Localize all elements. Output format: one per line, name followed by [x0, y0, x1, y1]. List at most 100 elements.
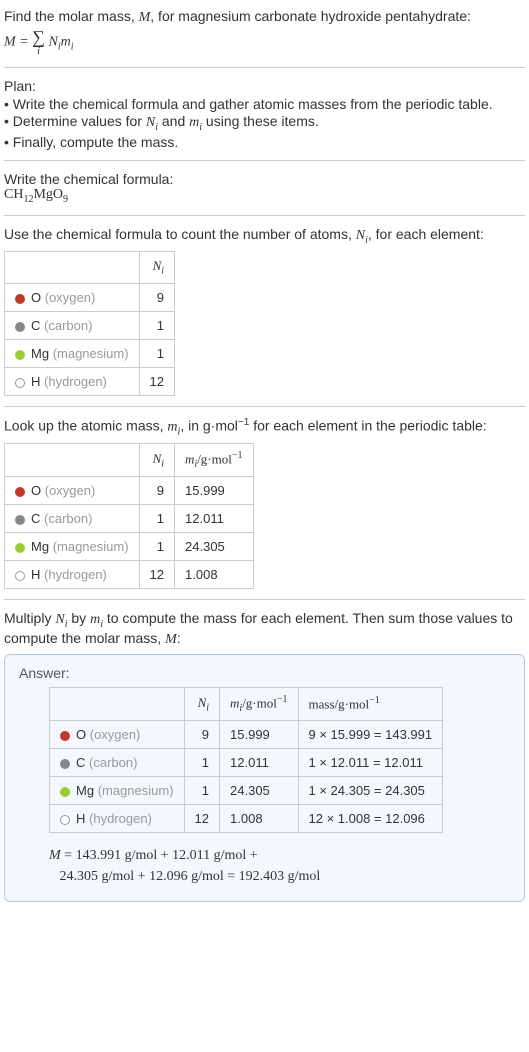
element-symbol: H [31, 567, 40, 582]
count-value: 9 [139, 477, 174, 505]
table-row: H (hydrogen)121.008 [5, 561, 254, 589]
count-value: 1 [139, 339, 174, 367]
table-header-row: Ni mi/g·mol−1 mass/g·mol−1 [50, 688, 443, 721]
element-name: (carbon) [89, 755, 137, 770]
header-mass: mass/g·mol−1 [298, 688, 443, 721]
intro-line: Find the molar mass, M, for magnesium ca… [4, 8, 525, 26]
element-dot-icon [15, 515, 25, 525]
chemical-formula: CH12MgO9 [4, 187, 525, 205]
mass-calc: 1 × 24.305 = 24.305 [298, 777, 443, 805]
mass-value: 24.305 [220, 777, 298, 805]
header-Ni: Ni [184, 688, 219, 721]
element-symbol: C [31, 318, 40, 333]
mass-value: 12.011 [175, 505, 253, 533]
final-line1: = 143.991 g/mol + 12.011 g/mol + [61, 848, 258, 863]
element-name: (carbon) [44, 318, 92, 333]
mass-value: 12.011 [220, 749, 298, 777]
count-value: 1 [184, 777, 219, 805]
element-cell: O (oxygen) [5, 283, 140, 311]
plan-item: • Determine values for Ni and mi using t… [4, 113, 525, 133]
intro-text: Find the molar mass, [4, 8, 139, 24]
element-dot-icon [15, 571, 25, 581]
element-dot-icon [60, 815, 70, 825]
element-cell: Mg (magnesium) [5, 339, 140, 367]
count-value: 1 [139, 533, 174, 561]
element-dot-icon [15, 350, 25, 360]
table-header-row: Ni [5, 252, 175, 284]
table-row: O (oxygen)915.999 [5, 477, 254, 505]
lookup-text: Look up the atomic mass, mi, in g·mol−1 … [4, 417, 525, 437]
table-row: C (carbon)1 [5, 311, 175, 339]
element-name: (oxygen) [90, 727, 141, 742]
element-symbol: H [31, 374, 40, 389]
element-name: (magnesium) [53, 346, 129, 361]
final-equation: M = 143.991 g/mol + 12.011 g/mol + 24.30… [49, 845, 510, 887]
lookup-section: Look up the atomic mass, mi, in g·mol−1 … [4, 417, 525, 589]
answer-label: Answer: [19, 665, 510, 681]
element-symbol: Mg [31, 346, 49, 361]
element-symbol: Mg [76, 783, 94, 798]
plan-list: • Write the chemical formula and gather … [4, 96, 525, 150]
plan-section: Plan: • Write the chemical formula and g… [4, 78, 525, 150]
element-symbol: C [31, 511, 40, 526]
element-dot-icon [15, 294, 25, 304]
mass-value: 24.305 [175, 533, 253, 561]
count-table: Ni O (oxygen)9C (carbon)1Mg (magnesium)1… [4, 251, 175, 396]
header-Ni: Ni [139, 252, 174, 284]
element-cell: O (oxygen) [50, 721, 185, 749]
count-value: 1 [139, 311, 174, 339]
header-mi: mi/g·mol−1 [220, 688, 298, 721]
table-row: O (oxygen)9 [5, 283, 175, 311]
mass-calc: 9 × 15.999 = 143.991 [298, 721, 443, 749]
element-cell: O (oxygen) [5, 477, 140, 505]
element-name: (magnesium) [53, 539, 129, 554]
eq-lhs: M [4, 35, 16, 50]
count-value: 1 [139, 505, 174, 533]
element-cell: C (carbon) [5, 505, 140, 533]
element-symbol: H [76, 811, 85, 826]
header-mi: mi/g·mol−1 [175, 444, 253, 477]
element-dot-icon [15, 378, 25, 388]
element-name: (carbon) [44, 511, 92, 526]
element-symbol: Mg [31, 539, 49, 554]
element-symbol: C [76, 755, 85, 770]
molar-mass-equation: M = ∑i Nimi [4, 28, 525, 57]
eq-sub-i2: i [71, 42, 74, 53]
element-symbol: O [76, 727, 86, 742]
divider [4, 215, 525, 216]
var-M: M [139, 10, 151, 25]
element-cell: H (hydrogen) [5, 367, 140, 395]
element-cell: Mg (magnesium) [5, 533, 140, 561]
sigma-icon: ∑i [32, 28, 45, 57]
divider [4, 406, 525, 407]
eq-eq: = [16, 35, 32, 50]
mass-calc: 12 × 1.008 = 12.096 [298, 805, 443, 833]
count-section: Use the chemical formula to count the nu… [4, 226, 525, 396]
table-row: Mg (magnesium)1 [5, 339, 175, 367]
count-value: 12 [139, 561, 174, 589]
sigma-index: i [37, 46, 40, 57]
mass-value: 1.008 [220, 805, 298, 833]
element-cell: C (carbon) [5, 311, 140, 339]
eq-N: N [48, 35, 57, 50]
element-dot-icon [15, 487, 25, 497]
formula-section: Write the chemical formula: CH12MgO9 [4, 171, 525, 205]
final-line2: 24.305 g/mol + 12.096 g/mol = 192.403 g/… [60, 869, 321, 884]
empty-header [50, 688, 185, 721]
final-M: M [49, 848, 61, 863]
element-dot-icon [15, 322, 25, 332]
divider [4, 599, 525, 600]
intro-section: Find the molar mass, M, for magnesium ca… [4, 8, 525, 57]
count-value: 12 [139, 367, 174, 395]
empty-header [5, 444, 140, 477]
answer-table: Ni mi/g·mol−1 mass/g·mol−1 O (oxygen)915… [49, 687, 443, 833]
empty-header [5, 252, 140, 284]
plan-item: • Write the chemical formula and gather … [4, 96, 525, 112]
element-cell: Mg (magnesium) [50, 777, 185, 805]
element-cell: H (hydrogen) [5, 561, 140, 589]
element-symbol: O [31, 483, 41, 498]
element-name: (hydrogen) [44, 567, 107, 582]
mass-calc: 1 × 12.011 = 12.011 [298, 749, 443, 777]
element-dot-icon [60, 731, 70, 741]
element-name: (oxygen) [45, 290, 96, 305]
